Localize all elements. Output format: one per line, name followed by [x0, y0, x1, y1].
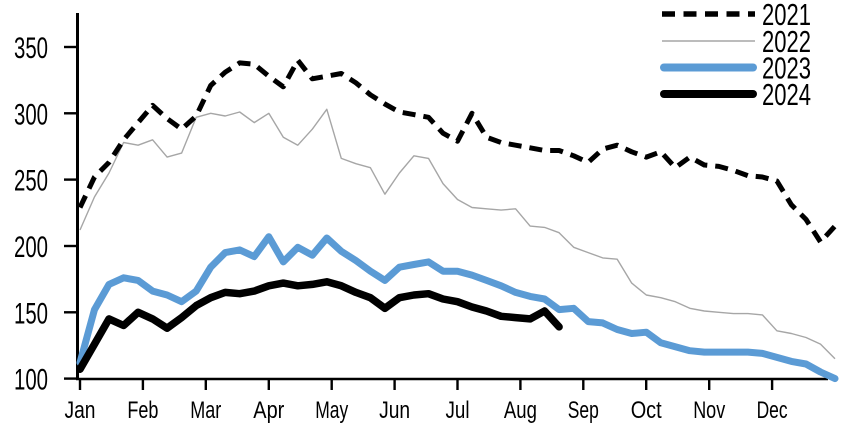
x-axis-label-aug: Aug	[504, 397, 537, 424]
series-line-2022	[79, 108, 836, 360]
y-axis-label: 300	[14, 98, 48, 131]
legend-label-2021: 2021	[762, 0, 811, 32]
x-axis-label-jul: Jul	[446, 397, 470, 424]
legend-item-2023: 2023	[660, 51, 811, 86]
x-axis-label-dec: Dec	[757, 397, 788, 424]
legend-item-2022: 2022	[662, 24, 811, 59]
y-axis-label: 250	[14, 165, 48, 198]
legend-item-2024: 2024	[660, 77, 811, 112]
x-axis-ticks	[78, 379, 774, 390]
x-axis-label-oct: Oct	[631, 397, 662, 424]
x-axis-label-sep: Sep	[568, 397, 599, 424]
x-axis-label-may: May	[315, 397, 348, 424]
x-axis-label-jun: Jun	[379, 397, 410, 424]
legend-label-2023: 2023	[762, 51, 811, 86]
y-axis-labels: 350 300 250 200 150 100	[14, 32, 48, 397]
legend: 2021 2022 2023 2024	[660, 0, 811, 112]
y-axis-label: 200	[14, 231, 48, 264]
y-axis-ticks	[64, 45, 77, 380]
x-axis-label-apr: Apr	[253, 397, 284, 424]
x-axis-label-feb: Feb	[127, 397, 158, 424]
y-axis-label: 350	[14, 32, 48, 65]
legend-label-2022: 2022	[762, 24, 811, 59]
x-axis-labels: Jan Feb Mar Apr May Jun Jul Aug Sep Oct …	[65, 397, 788, 424]
plot-series-group	[76, 57, 839, 383]
y-axis-label: 100	[14, 364, 48, 397]
x-axis-label-mar: Mar	[190, 397, 221, 424]
legend-item-2021: 2021	[662, 0, 811, 32]
x-axis-label-nov: Nov	[693, 397, 725, 424]
legend-label-2024: 2024	[762, 77, 811, 112]
x-axis-label-jan: Jan	[65, 397, 96, 424]
series-line-2021	[77, 57, 837, 245]
series-line-2023	[76, 233, 839, 383]
y-axis-label: 150	[14, 297, 48, 330]
series-line-2024	[76, 278, 563, 374]
